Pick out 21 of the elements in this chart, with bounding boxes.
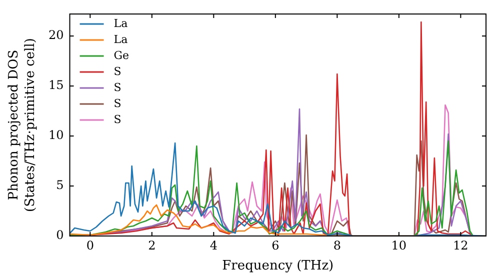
y-axis-title: Phonon projected DOS (States/THz·primitive cell) bbox=[6, 38, 38, 212]
x-tick-label: 12 bbox=[453, 238, 468, 252]
x-tick-label: 0 bbox=[86, 238, 94, 252]
legend-label: Ge bbox=[114, 48, 130, 62]
y-tick-label: 10 bbox=[48, 128, 64, 142]
x-tick-label: 8 bbox=[333, 238, 341, 252]
y-tick-label: 20 bbox=[48, 28, 64, 42]
x-tick-label: 6 bbox=[272, 238, 280, 252]
x-tick-label: 2 bbox=[148, 238, 156, 252]
y-tick-label: 0 bbox=[56, 228, 64, 242]
legend-label: S bbox=[114, 96, 122, 110]
x-axis-title: Frequency (THz) bbox=[222, 258, 334, 274]
legend-label: S bbox=[114, 112, 122, 126]
legend-label: La bbox=[114, 16, 128, 30]
x-tick-label: 4 bbox=[210, 238, 218, 252]
x-tick-label: 10 bbox=[391, 238, 407, 252]
legend-label: La bbox=[114, 32, 128, 46]
y-tick-label: 5 bbox=[56, 178, 64, 192]
y-tick-label: 15 bbox=[48, 78, 64, 92]
legend-label: S bbox=[114, 64, 122, 78]
legend-label: S bbox=[114, 80, 122, 94]
